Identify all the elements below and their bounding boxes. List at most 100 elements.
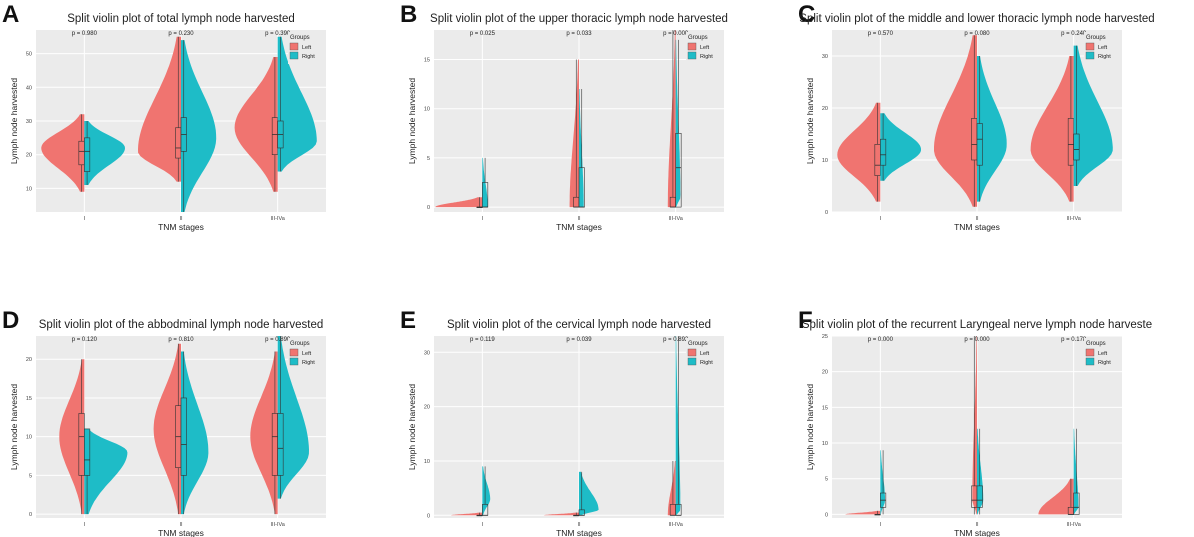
violin-left-iii-iva [1030, 56, 1074, 202]
box [1073, 133, 1080, 161]
x-tick-label: II [577, 216, 581, 222]
y-tick-label: 50 [26, 52, 32, 58]
violin-left-i [845, 510, 881, 515]
box [976, 485, 983, 508]
box [675, 132, 682, 208]
x-axis-label: TNM stages [556, 528, 602, 537]
box [84, 428, 91, 476]
legend-label: Left [1098, 45, 1108, 51]
chart-panel-d: D Split violin plot of the abbodminal lym… [2, 307, 326, 537]
violin-left-ii [153, 343, 181, 515]
p-value-label: p = 0.240 [1061, 31, 1087, 37]
violin-right-iii-iva [277, 336, 309, 499]
legend-title: Groups [290, 35, 310, 41]
p-value-label: p = 0.080 [964, 31, 990, 37]
y-tick-label: 0 [427, 205, 430, 211]
y-tick-label: 10 [822, 158, 828, 164]
violin-right-ii [181, 40, 217, 212]
x-axis-label: TNM stages [158, 222, 204, 232]
p-value-label: p = 0.120 [72, 337, 98, 343]
y-tick-label: 20 [26, 357, 32, 363]
chart-title: Split violin plot of the upper thoracic … [430, 13, 728, 25]
violin-left-i [41, 114, 85, 192]
legend-title: Groups [688, 341, 708, 347]
chart-panel-e: E Split violin plot of the cervical lymph… [400, 307, 724, 537]
y-tick-label: 15 [424, 58, 430, 64]
legend-key-right [1085, 51, 1095, 60]
y-tick-label: 0 [825, 210, 828, 216]
x-tick-label: II [975, 216, 979, 222]
violin-left-i [837, 102, 881, 202]
violin-right-ii [977, 428, 984, 515]
y-tick-label: 20 [424, 405, 430, 411]
x-tick-label: I [84, 216, 86, 222]
y-axis-label: Lymph node harvested [805, 384, 815, 470]
violin-right-i [84, 428, 128, 515]
y-tick-label: 30 [424, 350, 430, 356]
violin-left-i [59, 359, 85, 515]
violin-left-ii [972, 336, 977, 515]
p-value-label: p = 0.890 [265, 337, 291, 343]
legend-key-right [289, 357, 299, 366]
violin-left-iii-iva [250, 351, 278, 515]
violin-right-ii [181, 351, 209, 515]
x-tick-label: I [482, 522, 484, 528]
violin-left-iii-iva [667, 30, 676, 208]
p-value-label: p = 0.000 [868, 337, 894, 343]
y-tick-label: 0 [427, 513, 430, 519]
x-tick-label: I [880, 216, 882, 222]
x-axis-label: TNM stages [954, 528, 1000, 537]
p-value-label: p = 0.810 [168, 337, 194, 343]
p-value-label: p = 0.892 [663, 337, 689, 343]
violin-right-i [84, 121, 125, 186]
violin-right-ii [579, 471, 599, 516]
y-tick-label: 0 [825, 512, 828, 518]
legend-key-right [687, 51, 697, 60]
panel-label: C [798, 1, 815, 28]
panel-label: F [798, 307, 813, 334]
violin-right-ii [579, 89, 584, 208]
legend-label: Right [700, 360, 713, 366]
chart-title: Split violin plot of total lymph node ha… [67, 13, 295, 25]
y-tick-label: 40 [26, 85, 32, 91]
violin-left-ii [569, 59, 579, 208]
y-tick-label: 5 [825, 477, 828, 483]
y-axis-label: Lymph node harvested [9, 384, 19, 470]
box [180, 397, 187, 476]
legend-title: Groups [290, 341, 310, 347]
x-tick-label: II [179, 216, 183, 222]
y-tick-label: 20 [26, 153, 32, 159]
p-value-label: p = 0.025 [470, 31, 496, 37]
violin-left-i [451, 512, 483, 516]
violin-right-ii [977, 56, 1007, 202]
legend-label: Left [302, 45, 312, 51]
y-tick-label: 20 [822, 370, 828, 376]
y-tick-label: 10 [26, 435, 32, 441]
chart-panel-b: B Split violin plot of the upper thoracic… [400, 1, 728, 232]
legend-label: Left [700, 45, 710, 51]
y-tick-label: 0 [29, 512, 32, 518]
y-tick-label: 30 [822, 54, 828, 60]
violin-right-iii-iva [675, 39, 681, 208]
x-tick-label: III-IVa [1067, 216, 1082, 222]
panel-label: D [2, 307, 19, 334]
legend-key-right [289, 51, 299, 60]
violin-left-ii [934, 35, 977, 207]
x-tick-label: III-IVa [669, 522, 684, 528]
violin-right-iii-iva [675, 336, 681, 516]
legend-label: Right [1098, 54, 1111, 60]
p-value-label: p = 0.000 [964, 337, 990, 343]
box [880, 138, 887, 166]
violin-right-i [880, 450, 885, 515]
y-tick-label: 20 [822, 106, 828, 112]
chart-panel-a: A Split violin plot of total lymph node h… [2, 1, 326, 232]
legend-title: Groups [1086, 35, 1106, 41]
y-tick-label: 10 [424, 107, 430, 113]
x-tick-label: III-IVa [271, 522, 286, 528]
p-value-label: p = 0.390 [265, 31, 291, 37]
legend-key-right [1085, 357, 1095, 366]
violin-left-ii [138, 36, 181, 182]
x-tick-label: II [975, 522, 979, 528]
legend-label: Left [700, 351, 710, 357]
x-tick-label: II [179, 522, 183, 528]
